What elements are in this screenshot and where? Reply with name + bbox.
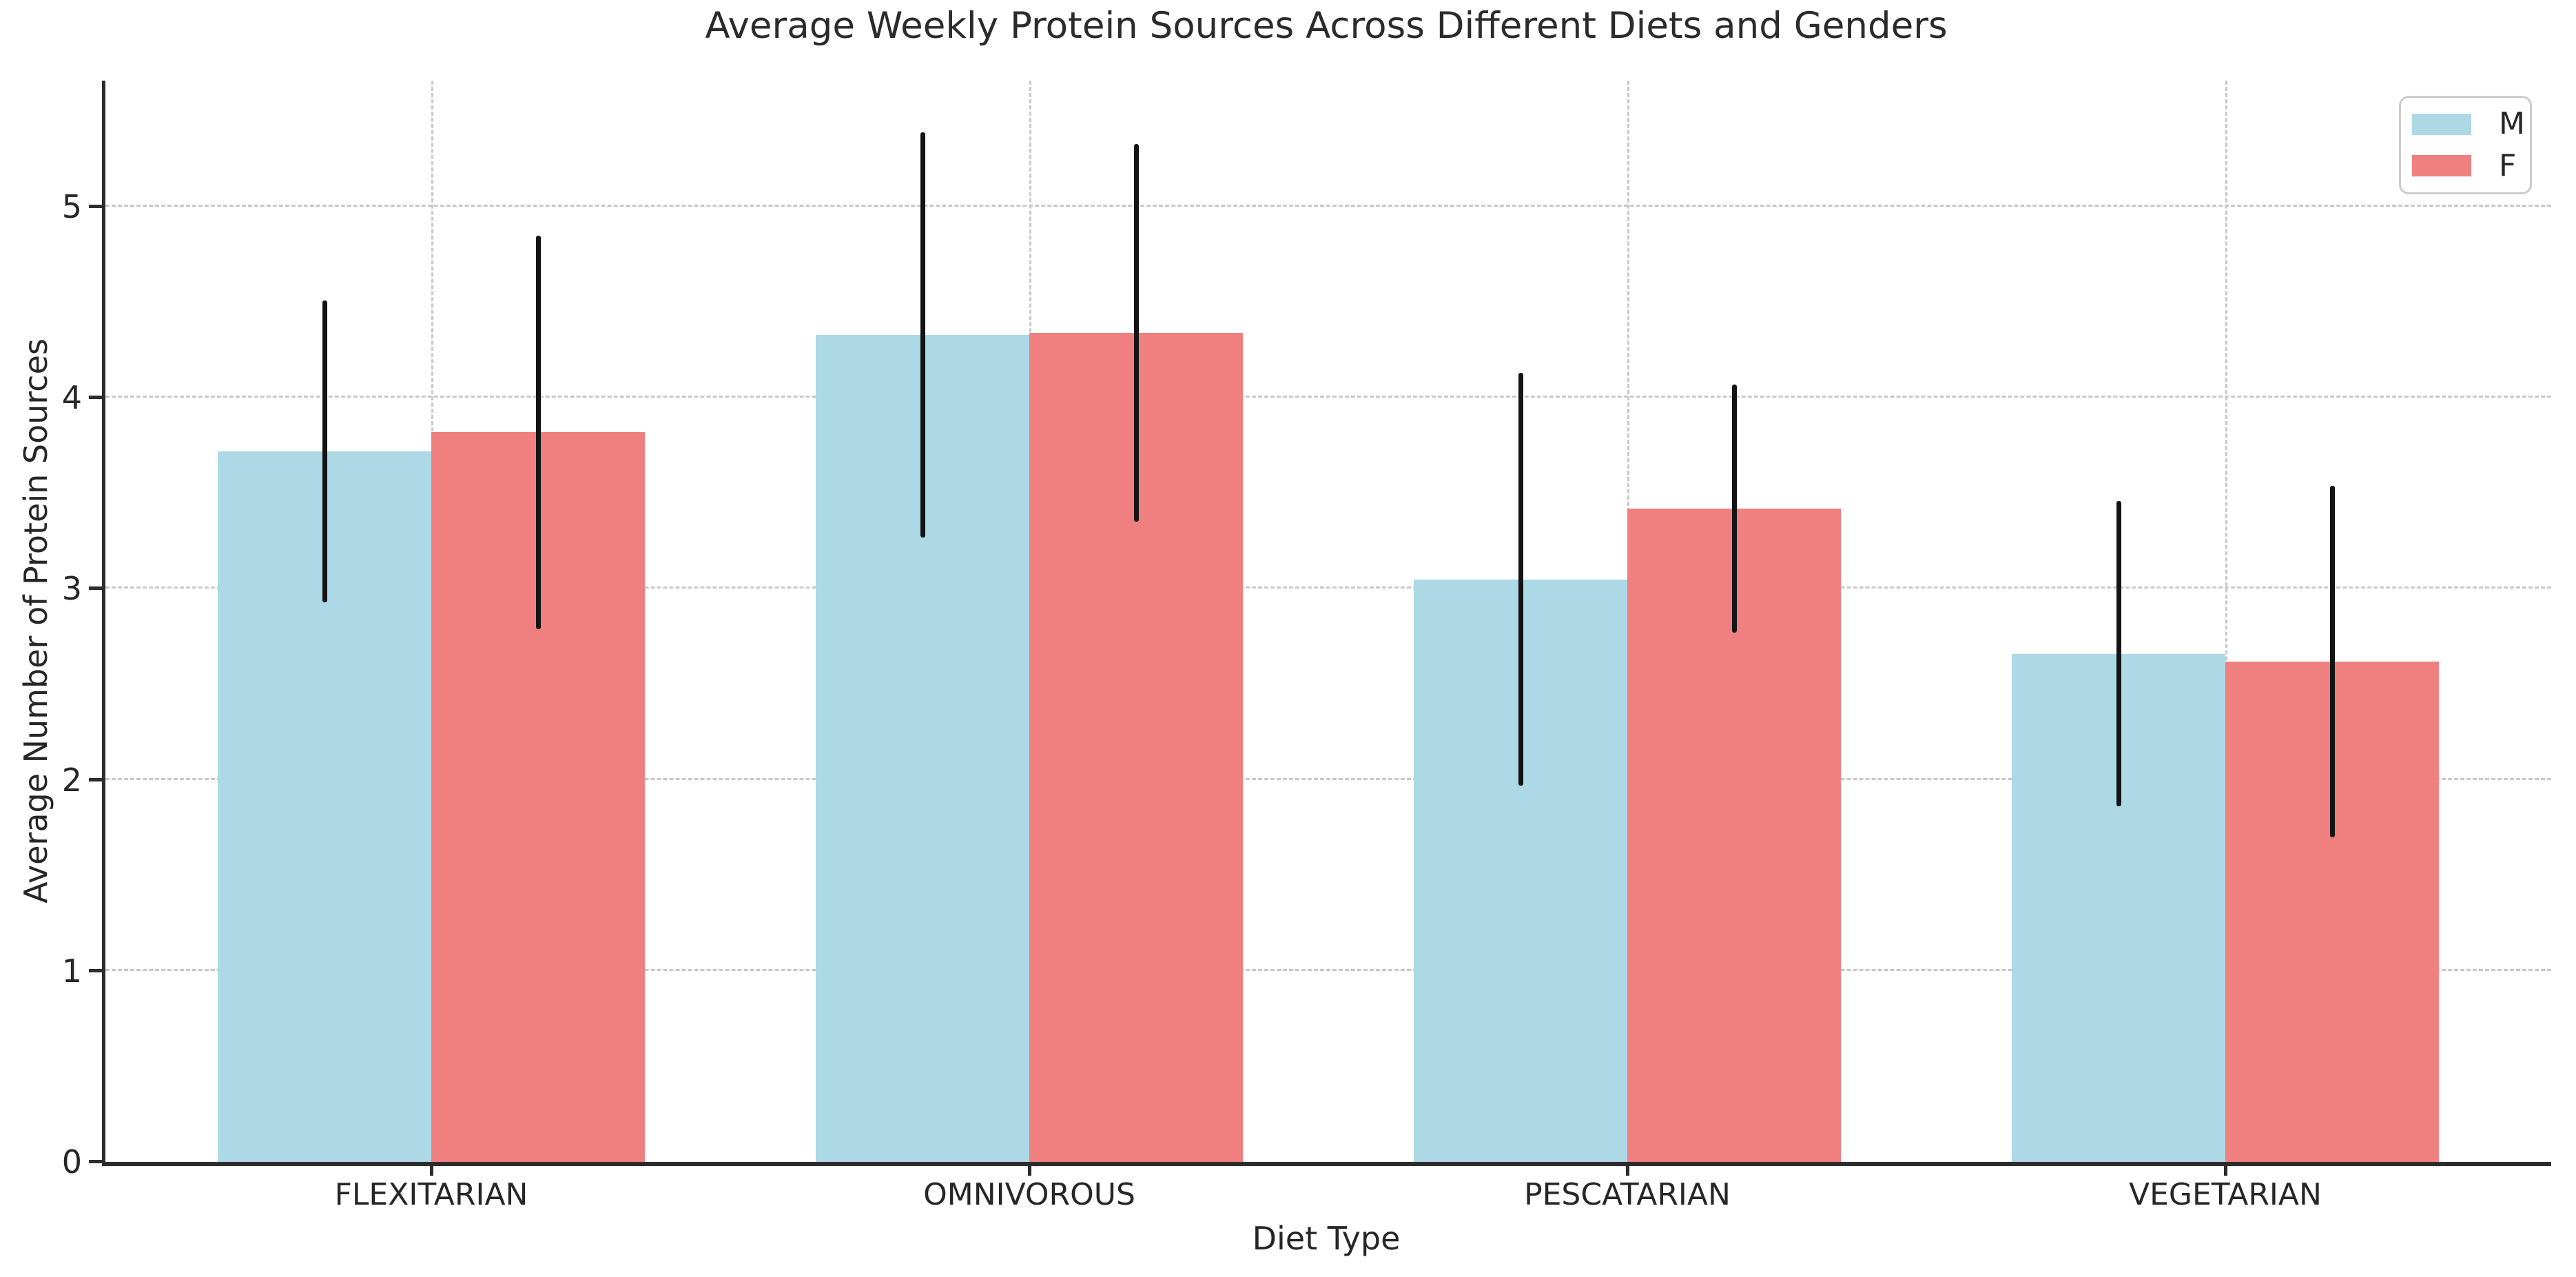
y-tick-label-3: 3 bbox=[61, 570, 82, 608]
y-axis-label: Average Number of Protein Sources bbox=[17, 338, 54, 903]
y-tick-label-1: 1 bbox=[61, 952, 82, 990]
chart-title: Average Weekly Protein Sources Across Di… bbox=[705, 5, 1948, 47]
y-tick-mark-3 bbox=[89, 586, 102, 591]
y-tick-mark-4 bbox=[89, 396, 102, 400]
x-tick-label-pescatarian: PESCATARIAN bbox=[1524, 1177, 1731, 1212]
legend-label-f: F bbox=[2499, 147, 2517, 183]
error-bar-f-vegetarian bbox=[2329, 485, 2335, 837]
gridline-h-2 bbox=[105, 777, 2551, 780]
error-bar-f-flexitarian bbox=[535, 235, 541, 629]
y-tick-label-4: 4 bbox=[61, 379, 82, 417]
x-tick-label-omnivorous: OMNIVOROUS bbox=[923, 1177, 1135, 1212]
gridline-h-3 bbox=[105, 586, 2551, 589]
legend-label-m: M bbox=[2499, 106, 2525, 142]
x-axis-label: Diet Type bbox=[1252, 1220, 1401, 1257]
y-tick-label-5: 5 bbox=[61, 187, 82, 225]
gridline-v-vegetarian bbox=[2225, 81, 2227, 1162]
y-tick-label-0: 0 bbox=[61, 1143, 82, 1181]
error-bar-f-pescatarian bbox=[1731, 384, 1737, 633]
plot-area: 0 1 2 3 4 5 FLEXITARIAN OMNIVOROUS PESCATARIAN V… bbox=[62, 81, 2551, 1210]
legend-item-f: F bbox=[2401, 147, 2530, 183]
gridline-h-4 bbox=[105, 396, 2551, 398]
legend-swatch-f bbox=[2412, 155, 2471, 177]
legend-item-m: M bbox=[2401, 109, 2530, 139]
y-tick-mark-1 bbox=[89, 968, 102, 972]
error-bar-m-flexitarian bbox=[322, 300, 328, 602]
x-tick-label-vegetarian: VEGETARIAN bbox=[2128, 1177, 2322, 1212]
y-tick-label-2: 2 bbox=[61, 761, 82, 799]
error-bar-m-pescatarian bbox=[1518, 373, 1524, 786]
y-tick-mark-5 bbox=[89, 204, 102, 208]
x-tick-mark-flexitarian bbox=[430, 1166, 434, 1176]
gridline-h-5 bbox=[105, 204, 2551, 207]
gridline-h-1 bbox=[105, 968, 2551, 971]
x-tick-label-flexitarian: FLEXITARIAN bbox=[334, 1177, 528, 1212]
error-bar-f-omnivorous bbox=[1133, 143, 1139, 522]
y-tick-mark-2 bbox=[89, 777, 102, 781]
y-tick-mark-0 bbox=[89, 1160, 102, 1163]
x-tick-mark-pescatarian bbox=[1625, 1166, 1629, 1176]
error-bar-m-vegetarian bbox=[2116, 500, 2122, 807]
error-bar-m-omnivorous bbox=[920, 132, 926, 538]
legend-swatch-m bbox=[2412, 113, 2471, 135]
x-tick-mark-vegetarian bbox=[2223, 1166, 2227, 1176]
x-tick-mark-omnivorous bbox=[1028, 1166, 1031, 1176]
